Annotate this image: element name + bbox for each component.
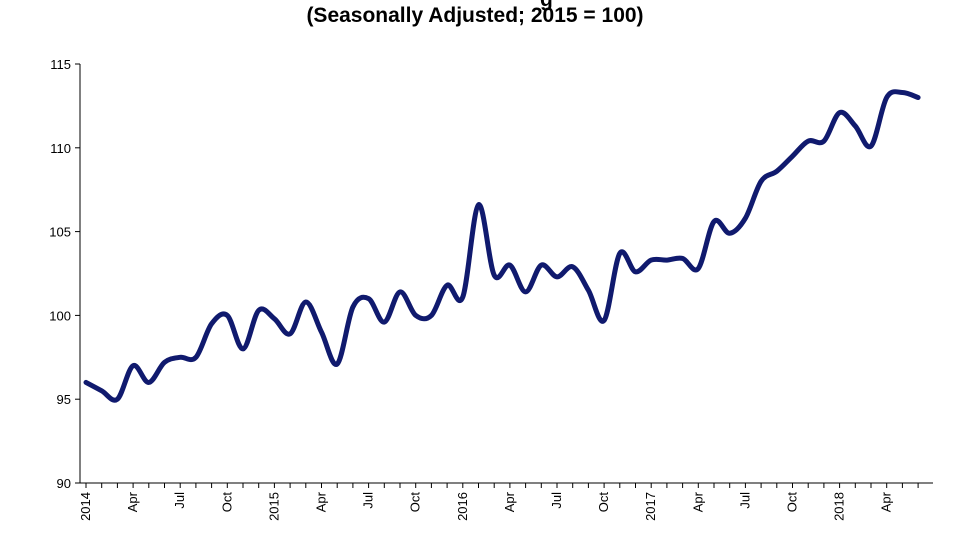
- x-tick-label: Jul: [172, 492, 187, 509]
- series-line: [83, 89, 921, 403]
- x-tick-label: Jul: [737, 492, 752, 509]
- chart-title: g: [540, 0, 553, 12]
- y-tick-label: 110: [50, 141, 71, 156]
- y-tick-label: 105: [49, 225, 71, 240]
- series-layer: [83, 89, 921, 403]
- x-tick-label: Jul: [549, 492, 564, 509]
- y-tick-label: 95: [57, 392, 71, 407]
- x-tick-label: Apr: [314, 491, 329, 512]
- x-tick-label: 2018: [832, 492, 847, 521]
- x-tick-label: Oct: [596, 492, 611, 513]
- x-tick-label: Apr: [125, 491, 140, 512]
- x-tick-label: 2014: [78, 492, 93, 521]
- x-tick-label: 2015: [266, 492, 281, 521]
- x-axis-ticks: 2014 Apr Jul Oct 2015 Apr Jul Oct 2016 Apr Jul Oct 2…: [78, 483, 919, 521]
- x-tick-label: Oct: [408, 492, 423, 513]
- x-tick-label: Oct: [219, 492, 234, 513]
- x-tick-label: Jul: [361, 492, 376, 509]
- x-tick-label: Apr: [879, 491, 894, 512]
- y-tick-label: 115: [50, 57, 71, 72]
- y-tick-label: 100: [49, 308, 71, 323]
- chart-axes: [79, 64, 933, 484]
- x-tick-label: 2017: [643, 492, 658, 521]
- chart-subtitle: (Seasonally Adjusted; 2015 = 100): [306, 4, 644, 27]
- y-axis-ticks: 90 95 100 105 110 115: [49, 57, 80, 491]
- y-tick-label: 90: [57, 476, 71, 491]
- x-tick-label: Apr: [690, 491, 705, 512]
- x-tick-label: Apr: [502, 491, 517, 512]
- x-tick-label: Oct: [785, 492, 800, 513]
- x-tick-label: 2016: [455, 492, 470, 521]
